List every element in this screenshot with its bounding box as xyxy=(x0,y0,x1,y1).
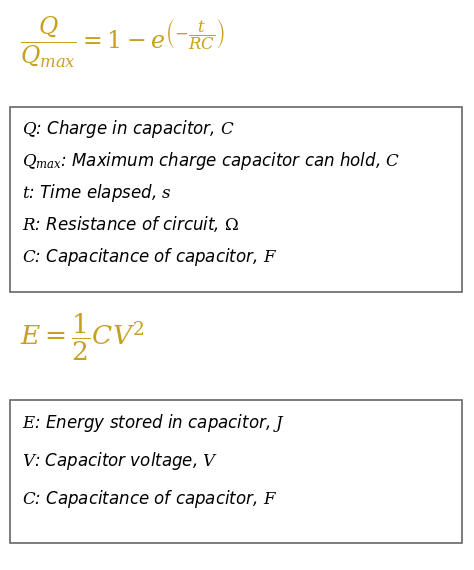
Text: $E$: Energy stored in capacitor, $J$: $E$: Energy stored in capacitor, $J$ xyxy=(22,412,285,434)
Text: $R$: Resistance of circuit, $\Omega$: $R$: Resistance of circuit, $\Omega$ xyxy=(22,214,239,234)
Text: $C$: Capacitance of capacitor, $F$: $C$: Capacitance of capacitor, $F$ xyxy=(22,488,277,510)
Text: $Q$: Charge in capacitor, $C$: $Q$: Charge in capacitor, $C$ xyxy=(22,118,235,140)
Text: $C$: Capacitance of capacitor, $F$: $C$: Capacitance of capacitor, $F$ xyxy=(22,246,277,268)
Text: $V$: Capacitor voltage, $V$: $V$: Capacitor voltage, $V$ xyxy=(22,450,218,472)
FancyBboxPatch shape xyxy=(10,400,462,543)
Text: $t$: Time elapsed, $s$: $t$: Time elapsed, $s$ xyxy=(22,182,172,204)
Text: $\dfrac{Q}{Q_{max}} = 1 - e^{\left(-\dfrac{t}{RC}\right)}$: $\dfrac{Q}{Q_{max}} = 1 - e^{\left(-\dfr… xyxy=(20,15,225,70)
Text: $E = \dfrac{1}{2}CV^{2}$: $E = \dfrac{1}{2}CV^{2}$ xyxy=(20,312,145,363)
FancyBboxPatch shape xyxy=(10,107,462,292)
Text: $Q_{max}$: Maximum charge capacitor can hold, $C$: $Q_{max}$: Maximum charge capacitor can … xyxy=(22,150,400,172)
